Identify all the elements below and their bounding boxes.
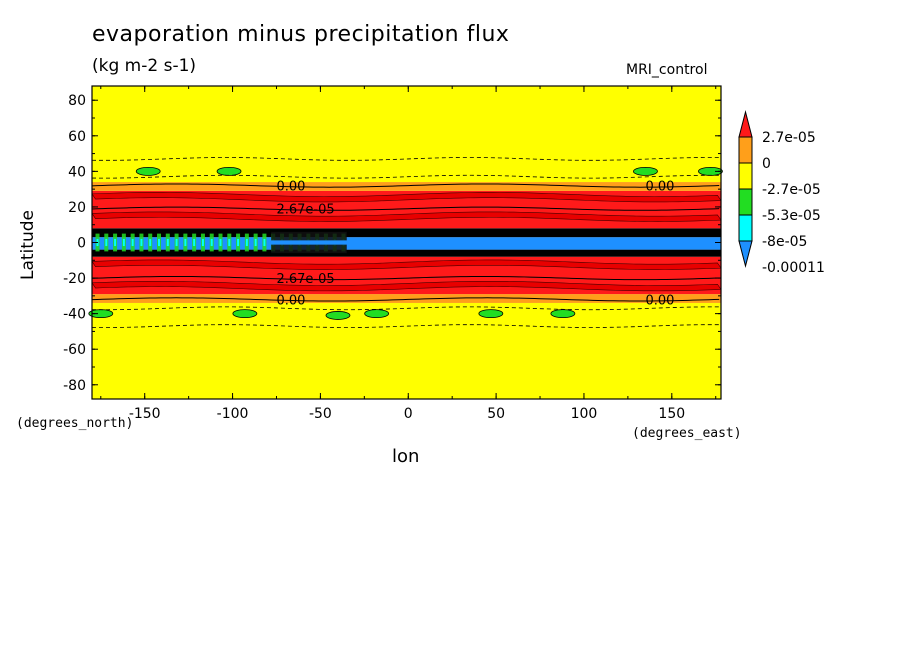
colorbar-swatch bbox=[738, 188, 753, 216]
field-band bbox=[92, 86, 721, 183]
y-tick-label: 40 bbox=[68, 164, 86, 180]
y-tick-label: -80 bbox=[63, 378, 86, 394]
colorbar-swatch bbox=[738, 214, 753, 242]
y-tick-label: -20 bbox=[63, 271, 86, 287]
x-axis-label: lon bbox=[392, 446, 420, 467]
equatorial-core bbox=[105, 238, 108, 247]
equatorial-core bbox=[158, 238, 161, 247]
patch-green bbox=[325, 311, 351, 320]
contour-label: 2.67e-05 bbox=[276, 203, 334, 218]
equatorial-core bbox=[184, 238, 187, 247]
units-label: (kg m-2 s-1) bbox=[92, 56, 197, 76]
equatorial-core bbox=[175, 238, 178, 247]
contour-label: 0.00 bbox=[276, 293, 305, 308]
patch-green bbox=[633, 166, 658, 176]
contour-label: 0.00 bbox=[645, 180, 674, 195]
field-band bbox=[92, 302, 721, 399]
x-axis-unit: (degrees_east) bbox=[632, 426, 742, 441]
y-tick-label: -60 bbox=[63, 342, 86, 358]
colorbar-label: -0.00011 bbox=[762, 260, 825, 276]
patch-green bbox=[135, 166, 161, 176]
field-band bbox=[92, 182, 721, 191]
equatorial-core bbox=[245, 238, 248, 247]
x-tick-label: 50 bbox=[487, 406, 505, 422]
equatorial-core bbox=[166, 238, 169, 247]
itcz-core bbox=[267, 240, 721, 245]
y-axis-unit: (degrees_north) bbox=[16, 416, 134, 431]
dataset-label: MRI_control bbox=[626, 62, 708, 78]
contour-label: 2.67e-05 bbox=[276, 272, 334, 287]
contour-line bbox=[91, 206, 720, 211]
x-tick-label: -100 bbox=[217, 406, 249, 422]
field-band bbox=[92, 294, 721, 303]
colorbar-label: 2.7e-05 bbox=[762, 130, 816, 146]
equatorial-core bbox=[237, 238, 240, 247]
contour-line bbox=[91, 183, 720, 188]
chart-title: evaporation minus precipitation flux bbox=[92, 22, 510, 47]
patch-green bbox=[216, 166, 242, 176]
y-tick-label: 60 bbox=[68, 129, 86, 145]
equatorial-core bbox=[193, 238, 196, 247]
colorbar-min-arrow bbox=[738, 240, 753, 268]
y-tick-label: 80 bbox=[68, 93, 86, 109]
x-tick-label: 150 bbox=[658, 406, 685, 422]
x-tick-label: 0 bbox=[404, 406, 413, 422]
equatorial-core bbox=[228, 238, 231, 247]
x-tick-label: -50 bbox=[309, 406, 332, 422]
equatorial-core bbox=[122, 238, 125, 247]
colorbar-swatch bbox=[738, 162, 753, 190]
x-tick-label: 100 bbox=[571, 406, 598, 422]
colorbar-swatch bbox=[738, 136, 753, 164]
equatorial-core bbox=[210, 238, 213, 247]
contour-label: 0.00 bbox=[276, 180, 305, 195]
equatorial-core bbox=[219, 238, 222, 247]
colorbar-label: -2.7e-05 bbox=[762, 182, 821, 198]
y-tick-label: -40 bbox=[63, 307, 86, 323]
field-band bbox=[92, 249, 721, 257]
equatorial-core bbox=[114, 238, 117, 247]
patch-green bbox=[364, 309, 390, 319]
colorbar-label: -5.3e-05 bbox=[762, 208, 821, 224]
patch-green bbox=[550, 309, 576, 319]
equatorial-core bbox=[131, 238, 134, 247]
contour-label: 0.00 bbox=[645, 293, 674, 308]
contour-line bbox=[91, 297, 720, 302]
equatorial-core bbox=[149, 238, 152, 247]
equatorial-core bbox=[140, 238, 143, 247]
patch-green bbox=[232, 309, 258, 319]
contour-line bbox=[91, 275, 720, 281]
equatorial-core bbox=[263, 238, 266, 247]
patch-green bbox=[478, 309, 504, 319]
y-tick-label: 0 bbox=[77, 236, 86, 252]
y-tick-label: 20 bbox=[68, 200, 86, 216]
colorbar-label: 0 bbox=[762, 156, 771, 172]
colorbar-label: -8e-05 bbox=[762, 234, 807, 250]
equatorial-core bbox=[201, 238, 204, 247]
colorbar-max-arrow bbox=[738, 110, 753, 138]
x-tick-label: -150 bbox=[129, 406, 161, 422]
field-band bbox=[92, 228, 721, 238]
equatorial-core bbox=[254, 238, 257, 247]
